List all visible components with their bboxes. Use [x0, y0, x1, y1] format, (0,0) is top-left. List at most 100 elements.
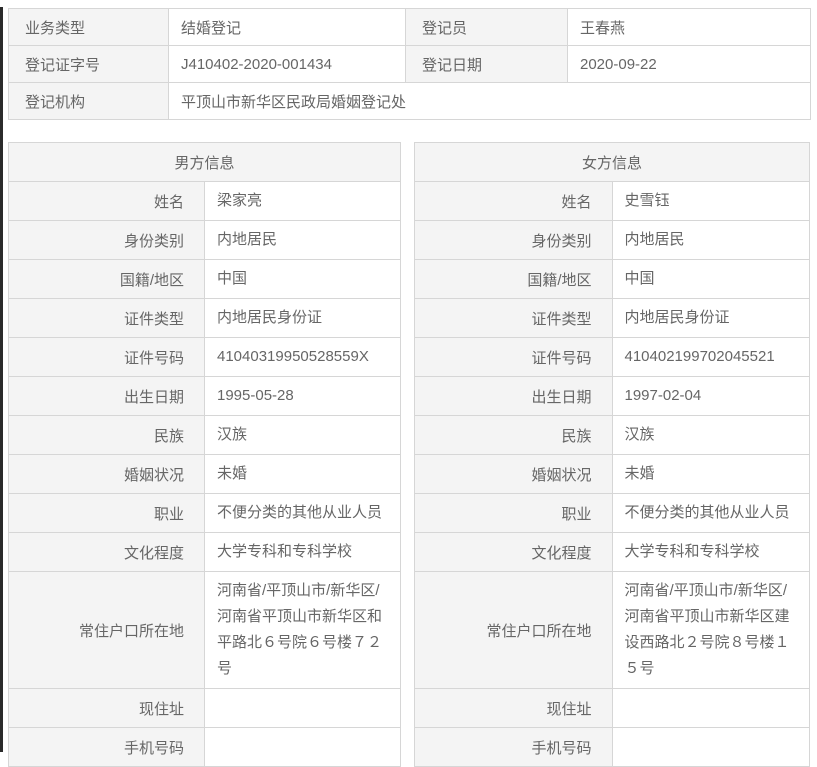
birth-date-value: 1997-02-04 — [611, 376, 810, 416]
registrar-value: 王春燕 — [567, 8, 811, 46]
table-row: 身份类别 内地居民 — [414, 220, 810, 260]
table-row: 手机号码 — [8, 727, 401, 767]
table-row: 国籍/地区 中国 — [414, 259, 810, 299]
table-row: 姓名 梁家亮 — [8, 181, 401, 221]
current-address-value — [204, 688, 401, 728]
occupation-value: 不便分类的其他从业人员 — [611, 493, 810, 533]
current-address-label: 现住址 — [414, 688, 613, 728]
name-label: 姓名 — [414, 181, 613, 221]
id-doc-type-value: 内地居民身份证 — [611, 298, 810, 338]
table-row: 文化程度 大学专科和专科学校 — [8, 532, 401, 572]
identity-type-label: 身份类别 — [8, 220, 205, 260]
table-row: 女方信息 — [414, 142, 810, 182]
name-value: 史雪钰 — [611, 181, 810, 221]
table-row: 证件号码 410402199702045521 — [414, 337, 810, 377]
agency-label: 登记机构 — [8, 82, 169, 120]
identity-type-label: 身份类别 — [414, 220, 613, 260]
person-info-section: 男方信息 姓名 梁家亮 身份类别 内地居民 国籍/地区 中国 证件类型 内地居民身份证 … — [8, 142, 811, 767]
ethnicity-value: 汉族 — [204, 415, 401, 455]
birth-date-value: 1995-05-28 — [204, 376, 401, 416]
table-row: 文化程度 大学专科和专科学校 — [414, 532, 810, 572]
marital-status-label: 婚姻状况 — [414, 454, 613, 494]
ethnicity-label: 民族 — [8, 415, 205, 455]
id-number-value: 41040319950528559X — [204, 337, 401, 377]
occupation-value: 不便分类的其他从业人员 — [204, 493, 401, 533]
registration-date-label: 登记日期 — [405, 45, 568, 83]
education-label: 文化程度 — [414, 532, 613, 572]
table-row: 民族 汉族 — [8, 415, 401, 455]
business-type-label: 业务类型 — [8, 8, 169, 46]
record-content: 业务类型 结婚登记 登记员 王春燕 登记证字号 J410402-2020-001… — [8, 8, 811, 767]
cert-number-label: 登记证字号 — [8, 45, 169, 83]
table-row: 业务类型 结婚登记 登记员 王春燕 — [8, 8, 811, 46]
identity-type-value: 内地居民 — [204, 220, 401, 260]
mobile-number-label: 手机号码 — [8, 727, 205, 767]
table-row: 常住户口所在地 河南省/平顶山市/新华区/河南省平顶山市新华区建设西路北２号院８号… — [414, 571, 810, 689]
registration-date-value: 2020-09-22 — [567, 45, 811, 83]
household-address-label: 常住户口所在地 — [414, 571, 613, 689]
household-address-value: 河南省/平顶山市/新华区/河南省平顶山市新华区和平路北６号院６号楼７２号 — [204, 571, 401, 689]
table-row: 登记证字号 J410402-2020-001434 登记日期 2020-09-2… — [8, 45, 811, 83]
id-doc-type-label: 证件类型 — [8, 298, 205, 338]
registration-summary-table: 业务类型 结婚登记 登记员 王春燕 登记证字号 J410402-2020-001… — [8, 8, 811, 120]
education-value: 大学专科和专科学校 — [204, 532, 401, 572]
marital-status-value: 未婚 — [204, 454, 401, 494]
mobile-number-value — [204, 727, 401, 767]
nationality-value: 中国 — [204, 259, 401, 299]
name-value: 梁家亮 — [204, 181, 401, 221]
cert-number-value: J410402-2020-001434 — [168, 45, 406, 83]
table-row: 手机号码 — [414, 727, 810, 767]
agency-value: 平顶山市新华区民政局婚姻登记处 — [168, 82, 811, 120]
birth-date-label: 出生日期 — [414, 376, 613, 416]
ethnicity-label: 民族 — [414, 415, 613, 455]
table-row: 现住址 — [8, 688, 401, 728]
left-edge-border — [0, 7, 3, 752]
female-info-title: 女方信息 — [414, 142, 810, 182]
table-row: 职业 不便分类的其他从业人员 — [8, 493, 401, 533]
education-value: 大学专科和专科学校 — [611, 532, 810, 572]
male-info-table: 男方信息 姓名 梁家亮 身份类别 内地居民 国籍/地区 中国 证件类型 内地居民身份证 … — [8, 142, 401, 767]
table-row: 证件类型 内地居民身份证 — [8, 298, 401, 338]
table-row: 出生日期 1997-02-04 — [414, 376, 810, 416]
registrar-label: 登记员 — [405, 8, 568, 46]
household-address-label: 常住户口所在地 — [8, 571, 205, 689]
id-number-value: 410402199702045521 — [611, 337, 810, 377]
occupation-label: 职业 — [8, 493, 205, 533]
marital-status-label: 婚姻状况 — [8, 454, 205, 494]
nationality-value: 中国 — [611, 259, 810, 299]
table-row: 身份类别 内地居民 — [8, 220, 401, 260]
marital-status-value: 未婚 — [611, 454, 810, 494]
id-doc-type-label: 证件类型 — [414, 298, 613, 338]
table-row: 现住址 — [414, 688, 810, 728]
table-row: 常住户口所在地 河南省/平顶山市/新华区/河南省平顶山市新华区和平路北６号院６号楼… — [8, 571, 401, 689]
ethnicity-value: 汉族 — [611, 415, 810, 455]
current-address-label: 现住址 — [8, 688, 205, 728]
id-number-label: 证件号码 — [8, 337, 205, 377]
table-row: 证件号码 41040319950528559X — [8, 337, 401, 377]
table-row: 男方信息 — [8, 142, 401, 182]
table-row: 国籍/地区 中国 — [8, 259, 401, 299]
female-info-table: 女方信息 姓名 史雪钰 身份类别 内地居民 国籍/地区 中国 证件类型 内地居民身份证 … — [414, 142, 810, 767]
table-row: 登记机构 平顶山市新华区民政局婚姻登记处 — [8, 82, 811, 120]
table-row: 证件类型 内地居民身份证 — [414, 298, 810, 338]
current-address-value — [611, 688, 810, 728]
table-row: 姓名 史雪钰 — [414, 181, 810, 221]
table-row: 民族 汉族 — [414, 415, 810, 455]
business-type-value: 结婚登记 — [168, 8, 406, 46]
name-label: 姓名 — [8, 181, 205, 221]
nationality-label: 国籍/地区 — [414, 259, 613, 299]
mobile-number-label: 手机号码 — [414, 727, 613, 767]
male-info-title: 男方信息 — [8, 142, 401, 182]
id-doc-type-value: 内地居民身份证 — [204, 298, 401, 338]
id-number-label: 证件号码 — [414, 337, 613, 377]
nationality-label: 国籍/地区 — [8, 259, 205, 299]
household-address-value: 河南省/平顶山市/新华区/河南省平顶山市新华区建设西路北２号院８号楼１５号 — [611, 571, 810, 689]
mobile-number-value — [611, 727, 810, 767]
table-row: 婚姻状况 未婚 — [414, 454, 810, 494]
occupation-label: 职业 — [414, 493, 613, 533]
table-row: 婚姻状况 未婚 — [8, 454, 401, 494]
education-label: 文化程度 — [8, 532, 205, 572]
identity-type-value: 内地居民 — [611, 220, 810, 260]
birth-date-label: 出生日期 — [8, 376, 205, 416]
